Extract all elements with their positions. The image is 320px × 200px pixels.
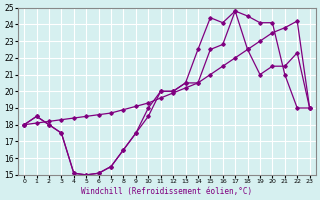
- X-axis label: Windchill (Refroidissement éolien,°C): Windchill (Refroidissement éolien,°C): [81, 187, 252, 196]
